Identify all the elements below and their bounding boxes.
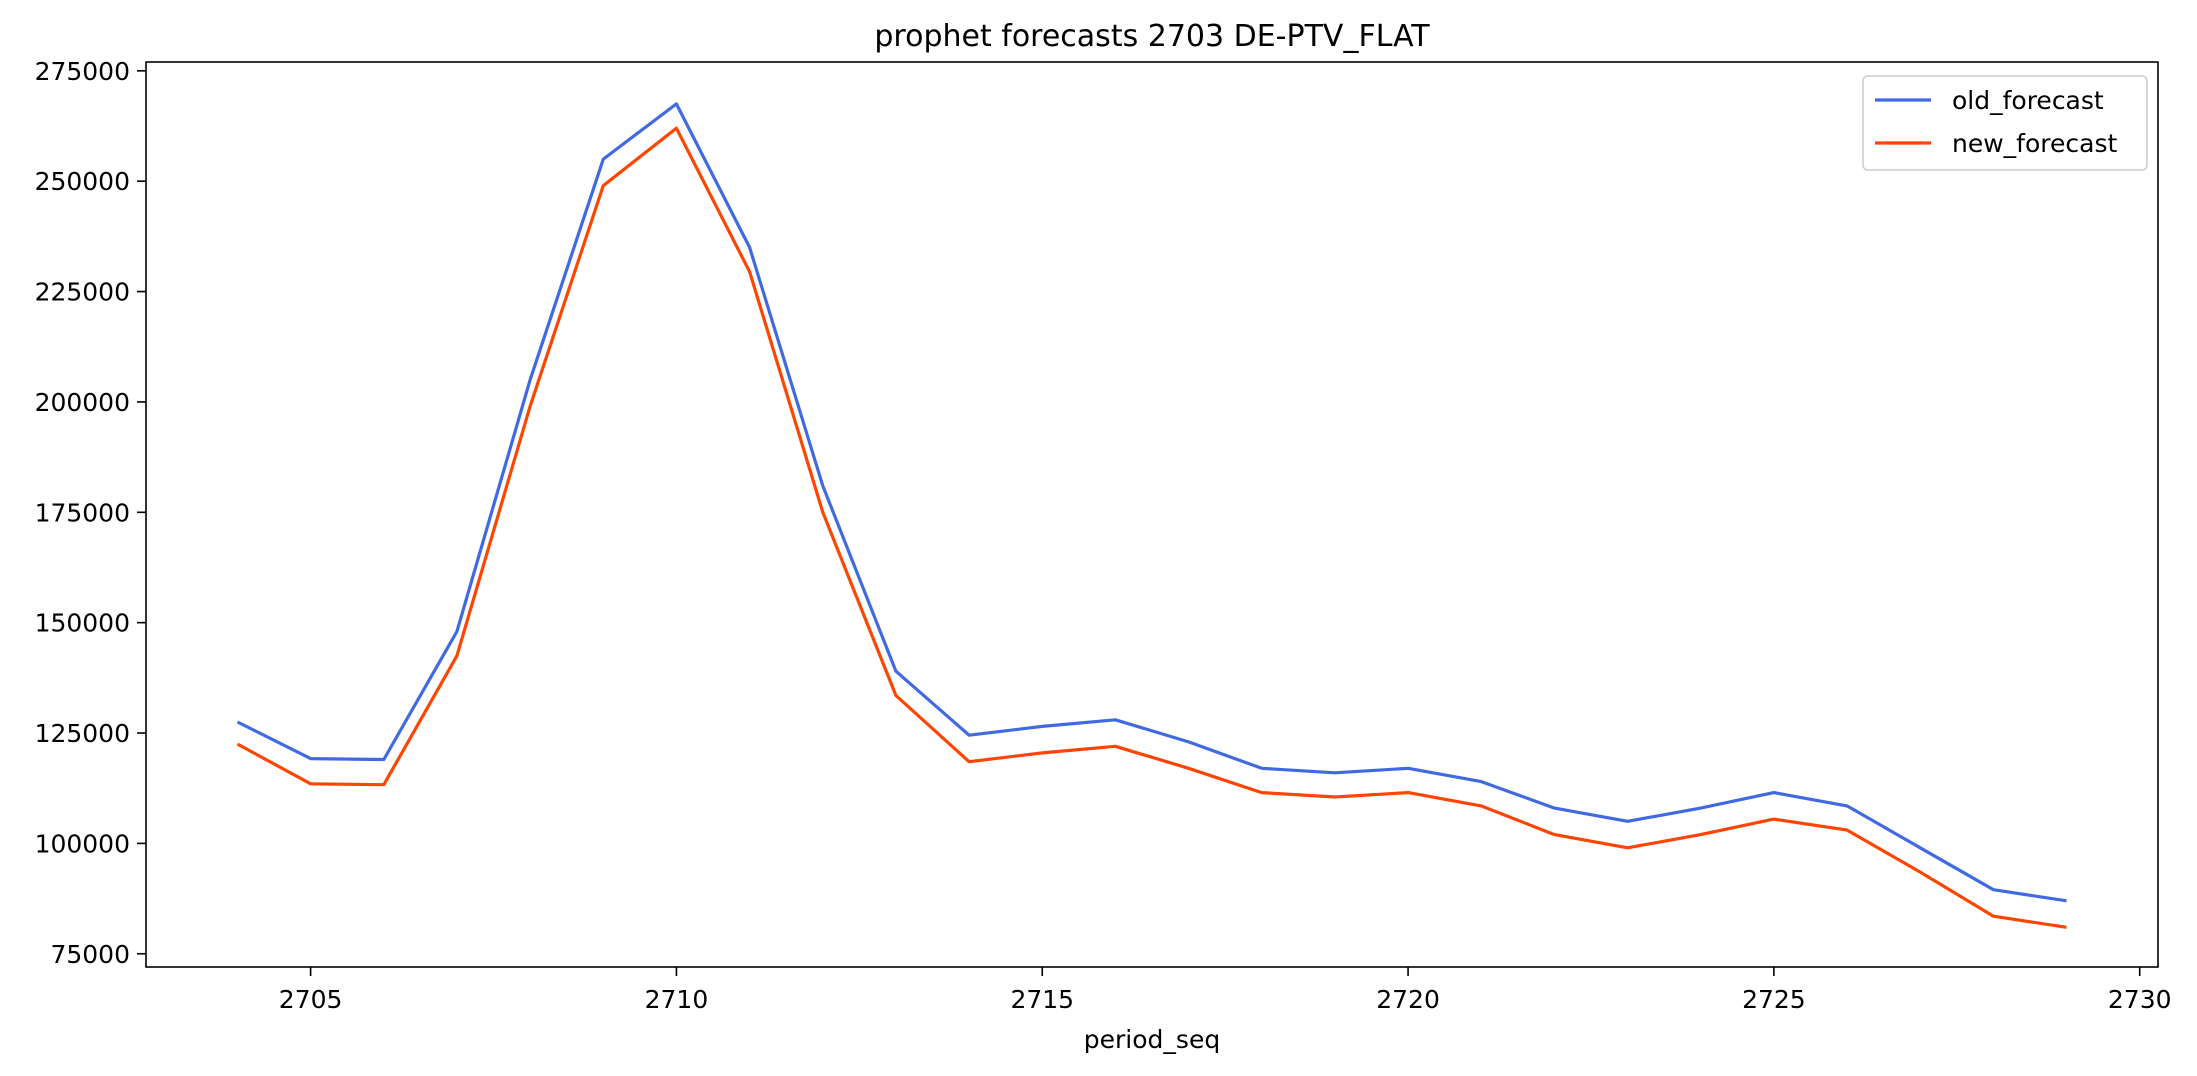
x-tick-label: 2730 — [2108, 985, 2172, 1014]
x-tick-label: 2720 — [1376, 985, 1440, 1014]
y-tick-label: 275000 — [35, 57, 130, 86]
x-axis-ticks: 2705 2710 2715 2720 2725 2730 — [279, 967, 2172, 1014]
legend-box — [1862, 75, 2148, 171]
y-axis-ticks: 75000 100000 125000 150000 175000 200000 22500… — [35, 57, 146, 969]
y-tick-label: 150000 — [35, 609, 130, 638]
plot-area-frame — [145, 61, 2159, 968]
plot-lines — [236, 102, 2067, 929]
x-tick-label: 2725 — [1742, 985, 1806, 1014]
y-tick-label: 125000 — [35, 719, 130, 748]
x-tick-label: 2715 — [1010, 985, 1074, 1014]
y-tick-label: 225000 — [35, 278, 130, 307]
legend-label-old_forecast: old_forecast — [1952, 86, 2104, 115]
series-line-old_forecast — [236, 102, 2067, 903]
y-tick-label: 175000 — [35, 498, 130, 527]
y-tick-label: 250000 — [35, 167, 130, 196]
x-axis-label: period_seq — [1084, 1025, 1220, 1054]
legend-label-new_forecast: new_forecast — [1952, 129, 2117, 158]
y-tick-label: 100000 — [35, 829, 130, 858]
series-line-new_forecast — [236, 126, 2067, 929]
y-tick-label: 75000 — [50, 940, 130, 969]
chart-title: prophet forecasts 2703 DE-PTV_FLAT — [874, 19, 1430, 54]
x-tick-label: 2705 — [279, 985, 343, 1014]
y-tick-label: 200000 — [35, 388, 130, 417]
x-tick-label: 2710 — [645, 985, 709, 1014]
legend: old_forecast new_forecast — [1862, 75, 2148, 171]
